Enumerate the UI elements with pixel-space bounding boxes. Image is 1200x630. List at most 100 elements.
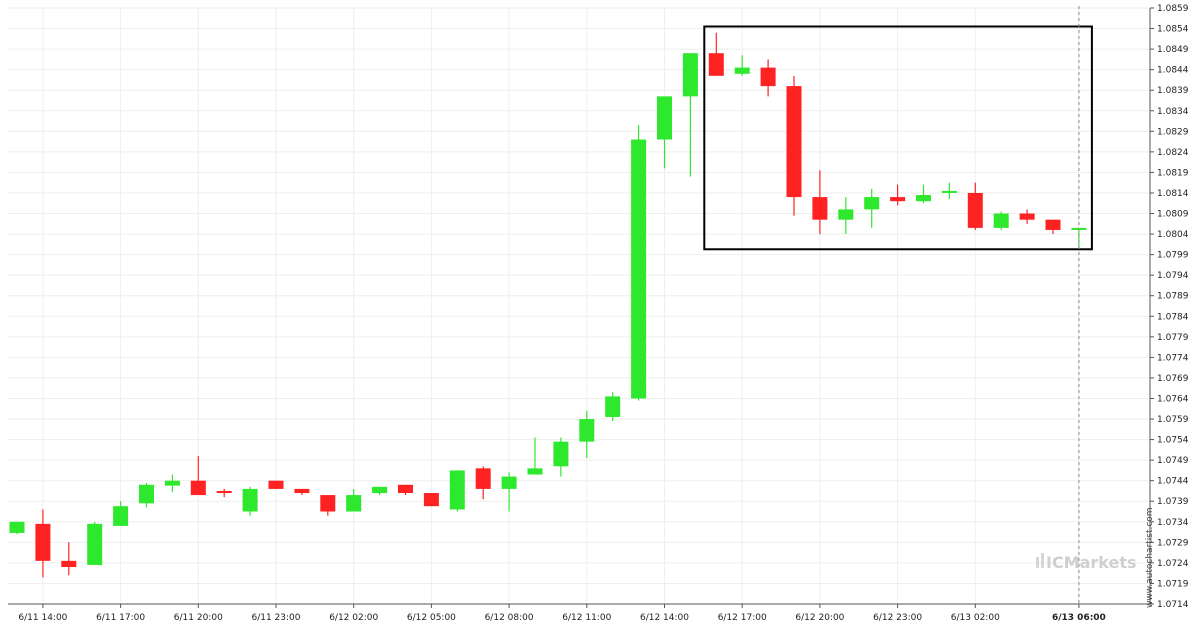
y-tick-label: 1.0739 — [1157, 497, 1189, 507]
candle — [605, 392, 621, 422]
candle — [139, 482, 154, 508]
candle — [1019, 209, 1035, 224]
y-tick-label: 1.0829 — [1157, 127, 1189, 137]
watermark-text: www.autochartist.com — [1145, 507, 1155, 608]
y-tick-label: 1.0769 — [1157, 374, 1189, 384]
candle-body — [320, 495, 336, 512]
candle-body — [164, 480, 180, 486]
y-tick-label: 1.0779 — [1157, 333, 1189, 343]
candle-body — [682, 53, 698, 97]
x-tick-label: 6/12 08:00 — [485, 613, 534, 623]
candle-body — [346, 495, 362, 512]
logo: ICMarkets — [1036, 553, 1137, 572]
candle-body — [139, 484, 154, 504]
candle — [475, 466, 491, 500]
candle — [657, 96, 672, 169]
x-tick-label: 6/12 17:00 — [718, 613, 767, 623]
candle-body — [967, 192, 983, 228]
y-tick-label: 1.0799 — [1157, 251, 1189, 261]
candle — [320, 495, 336, 516]
candle — [527, 437, 543, 475]
y-tick-label: 1.0804 — [1157, 230, 1189, 240]
y-tick-label: 1.0859 — [1157, 4, 1189, 14]
candle — [164, 474, 180, 493]
y-tick-label: 1.0774 — [1157, 353, 1189, 363]
candle-body — [216, 490, 232, 494]
candle — [631, 125, 647, 401]
candle — [372, 486, 388, 496]
candle — [708, 32, 724, 76]
candle — [113, 501, 129, 526]
candle-body — [993, 213, 1009, 228]
x-tick-label: 6/11 17:00 — [96, 613, 145, 623]
y-tick-label: 1.0789 — [1157, 292, 1189, 302]
candle — [268, 480, 284, 489]
candle-body — [113, 506, 129, 526]
candle-body — [890, 197, 906, 202]
candle-body — [501, 476, 517, 489]
candle-body — [294, 488, 310, 494]
x-tick-label: 6/13 06:00 — [1052, 613, 1106, 623]
candle — [812, 170, 828, 235]
candle-body — [734, 67, 750, 74]
candle-body — [268, 480, 284, 489]
y-tick-label: 1.0824 — [1157, 148, 1189, 158]
y-tick-label: 1.0809 — [1157, 210, 1189, 220]
candle-body — [631, 139, 647, 399]
x-tick-label: 6/12 23:00 — [873, 613, 922, 623]
y-tick-label: 1.0834 — [1157, 107, 1189, 117]
logo-mark-bar-1 — [1036, 557, 1039, 568]
candle-body — [61, 560, 77, 568]
candle — [423, 493, 439, 507]
candle — [579, 410, 595, 459]
candle — [786, 75, 802, 216]
candle — [941, 182, 957, 200]
candle-body — [605, 396, 621, 417]
x-tick-label: 6/11 20:00 — [174, 613, 223, 623]
candle-body — [1019, 213, 1035, 220]
candle — [190, 456, 206, 496]
y-tick-label: 1.0839 — [1157, 86, 1189, 96]
y-tick-label: 1.0759 — [1157, 415, 1189, 425]
candle-body — [864, 197, 880, 210]
x-tick-label: 6/11 23:00 — [251, 613, 300, 623]
candle-body — [398, 484, 413, 494]
candle — [242, 486, 258, 516]
x-tick-label: 6/12 14:00 — [640, 613, 689, 623]
candle-body — [423, 493, 439, 507]
y-tick-label: 1.0849 — [1157, 45, 1189, 55]
x-tick-label: 6/12 05:00 — [407, 613, 456, 623]
candle-body — [657, 96, 672, 140]
highlight-box-layer — [703, 25, 1093, 251]
candle — [61, 542, 77, 576]
y-tick-label: 1.0749 — [1157, 456, 1189, 466]
y-tick-label: 1.0754 — [1157, 436, 1189, 446]
y-tick-label: 1.0814 — [1157, 189, 1189, 199]
logo-mark-bar-2 — [1041, 553, 1044, 568]
candle — [967, 182, 983, 230]
candle — [864, 188, 880, 228]
y-tick-label: 1.0854 — [1157, 25, 1189, 35]
candle — [449, 470, 465, 512]
candle-body — [786, 86, 802, 198]
candle-body — [527, 468, 543, 475]
y-tick-label: 1.0794 — [1157, 271, 1189, 281]
candle-body — [916, 195, 931, 202]
x-tick-label: 6/11 14:00 — [18, 613, 67, 623]
candle-body — [9, 521, 25, 533]
y-tick-label: 1.0719 — [1157, 579, 1189, 589]
candle — [734, 55, 750, 76]
candle-body — [941, 190, 957, 193]
candle-body — [190, 480, 206, 496]
y-tick-label: 1.0734 — [1157, 518, 1189, 528]
candles-layer — [9, 32, 1087, 578]
candle-body — [87, 523, 103, 565]
y-tick-label: 1.0729 — [1157, 538, 1189, 548]
x-tick-label: 6/13 02:00 — [951, 613, 1000, 623]
x-tick-label: 6/12 11:00 — [562, 613, 611, 623]
y-tick-label: 1.0819 — [1157, 168, 1189, 178]
candle — [993, 211, 1009, 230]
y-tick-label: 1.0714 — [1157, 600, 1189, 610]
y-tick-label: 1.0764 — [1157, 394, 1189, 404]
